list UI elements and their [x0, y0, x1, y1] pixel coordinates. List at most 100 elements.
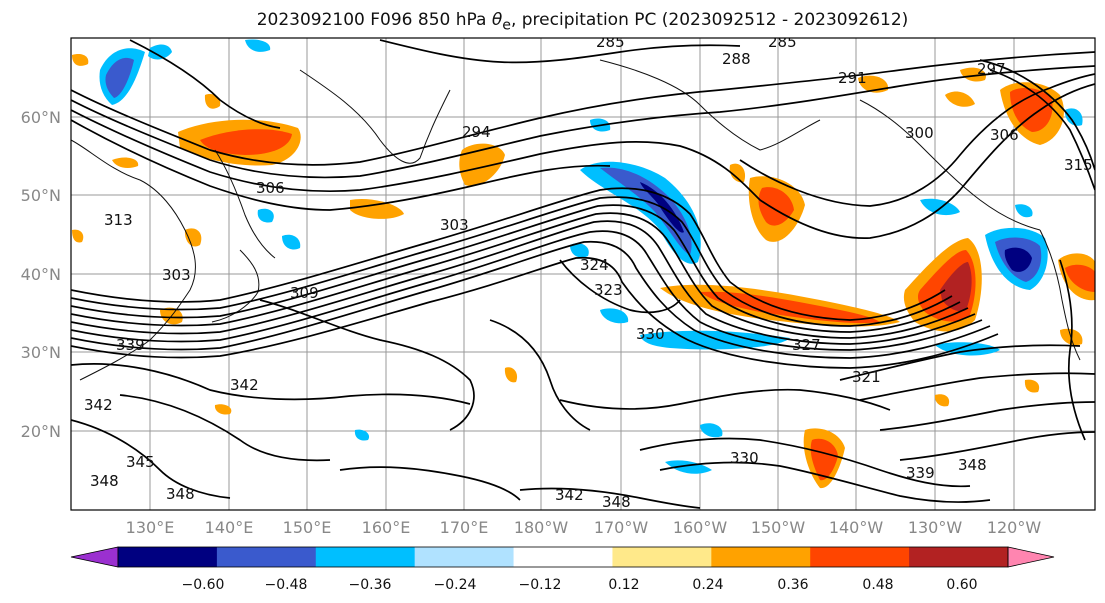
- contour-label: 327: [792, 336, 821, 354]
- precip-positive-area: [960, 67, 986, 82]
- precip-negative-area: [700, 423, 723, 438]
- precip-positive-area: [504, 367, 518, 383]
- coastline-sakhalin-kurils: [214, 149, 276, 259]
- precip-negative-area: [640, 330, 790, 350]
- lat-label-40n: 40°N: [21, 265, 61, 284]
- contour-label: 303: [440, 216, 469, 234]
- precip-negative-area: [580, 161, 701, 264]
- contour-label: 330: [636, 325, 665, 343]
- precip-negative-area: [1064, 108, 1083, 126]
- lat-label-50n: 50°N: [21, 186, 61, 205]
- precip-positive-area: [72, 229, 84, 243]
- colorbar-segment: [414, 547, 515, 567]
- lon-label-180w: 180°W: [514, 518, 569, 537]
- contour-line: [759, 83, 1095, 239]
- precip-positive-area: [945, 91, 975, 107]
- contour-line: [71, 65, 1095, 179]
- precip-positive-area: [204, 94, 221, 109]
- contour-line: [859, 372, 1095, 401]
- precip-negative-area: [935, 342, 1000, 356]
- precip-positive-area: [1024, 379, 1040, 393]
- coastline-us-west: [1039, 229, 1081, 361]
- title-theta-symbol: θ: [491, 10, 503, 30]
- precip-positive-area: [350, 198, 404, 219]
- contour-line: [71, 419, 231, 499]
- colorbar-tick-label: 0.12: [608, 577, 639, 593]
- contour-label: 300: [905, 124, 934, 142]
- colorbar-tick-label: 0.36: [777, 577, 808, 593]
- contour-line: [71, 230, 983, 351]
- contour-label: 294: [462, 123, 491, 141]
- coastline-alaska: [599, 59, 821, 151]
- contour-line: [71, 119, 611, 211]
- contour-label: 342: [84, 396, 113, 414]
- contour-line: [739, 73, 1095, 207]
- contour-label: 303: [162, 266, 191, 284]
- colorbar-tick-label: −0.60: [182, 577, 225, 593]
- precip-positive-area: [214, 404, 232, 415]
- contour-line: [659, 461, 991, 503]
- lon-label-130e: 130°E: [126, 518, 175, 537]
- precip-negative-area: [665, 460, 712, 474]
- colorbar-frame: [117, 546, 1009, 568]
- contour-line: [639, 437, 971, 488]
- contour-line: [119, 394, 331, 462]
- precip-positive-core: [200, 129, 292, 155]
- title-bar: 2023092100 F096 850 hPa θe, precipitatio…: [0, 0, 1105, 36]
- contour-line: [71, 204, 961, 333]
- precip-negative-area: [245, 39, 271, 52]
- map-panel: 285 285 288 291 297 294 300 306 306 315 …: [70, 37, 1096, 511]
- precip-positive-area: [72, 54, 89, 66]
- coastline-bc: [859, 99, 1041, 231]
- contour-line: [379, 39, 741, 64]
- theta-e-contours: [71, 39, 1095, 509]
- contour-label: 309: [290, 284, 319, 302]
- colorbar-tick-label: −0.24: [434, 577, 477, 593]
- colorbar-segment: [513, 547, 613, 567]
- contour-label: 324: [580, 256, 609, 274]
- colorbar-segment: [216, 547, 317, 567]
- map-content: 285 285 288 291 297 294 300 306 306 315 …: [71, 38, 1095, 510]
- precip-positive-core: [810, 438, 838, 481]
- longitude-labels: 130°E 140°E 150°E 160°E 170°E 180°W 170°…: [126, 518, 1042, 537]
- title-prefix: 2023092100 F096 850 hPa: [256, 10, 492, 30]
- precip-negative-area: [1015, 204, 1033, 218]
- contour-label: 348: [166, 485, 195, 503]
- contour-label: 339: [116, 336, 145, 354]
- colorbar-ticks: −0.60 −0.48 −0.36 −0.24 −0.12 0.12 0.24 …: [182, 577, 978, 593]
- lat-label-20n: 20°N: [21, 422, 61, 441]
- colorbar-segment: [118, 547, 218, 567]
- precip-positive-area: [112, 157, 139, 168]
- colorbar-segment: [711, 547, 811, 567]
- precip-shading: [72, 39, 1095, 489]
- contour-line: [71, 109, 761, 201]
- contour-label: 313: [104, 211, 133, 229]
- contour-line: [989, 69, 1095, 191]
- contour-label: 306: [256, 179, 285, 197]
- precip-positive-area: [729, 163, 746, 183]
- contour-label: 345: [126, 453, 155, 471]
- contour-line: [71, 220, 976, 345]
- precip-positive-core: [1065, 264, 1095, 292]
- contour-label: 342: [555, 486, 584, 504]
- contour-line: [71, 256, 999, 369]
- plot-title: 2023092100 F096 850 hPa θe, precipitatio…: [0, 10, 1105, 33]
- contour-line: [559, 259, 681, 314]
- contour-line: [979, 59, 1095, 171]
- contour-line: [879, 401, 1095, 431]
- precip-negative-core: [105, 57, 134, 98]
- lon-label-120w: 120°W: [987, 518, 1042, 537]
- contour-label: 323: [594, 281, 623, 299]
- lat-label-30n: 30°N: [21, 343, 61, 362]
- lon-label-140w: 140°W: [829, 518, 884, 537]
- contour-line: [71, 212, 969, 339]
- precip-negative-area: [282, 234, 301, 250]
- contour-label: 330: [730, 449, 759, 467]
- colorbar-segment: [810, 547, 910, 567]
- precip-positive-area: [459, 143, 505, 186]
- title-theta-subscript: e: [502, 17, 511, 34]
- precip-negative-area: [920, 198, 960, 216]
- colorbar-segment: [612, 547, 712, 567]
- lat-label-60n: 60°N: [21, 108, 61, 127]
